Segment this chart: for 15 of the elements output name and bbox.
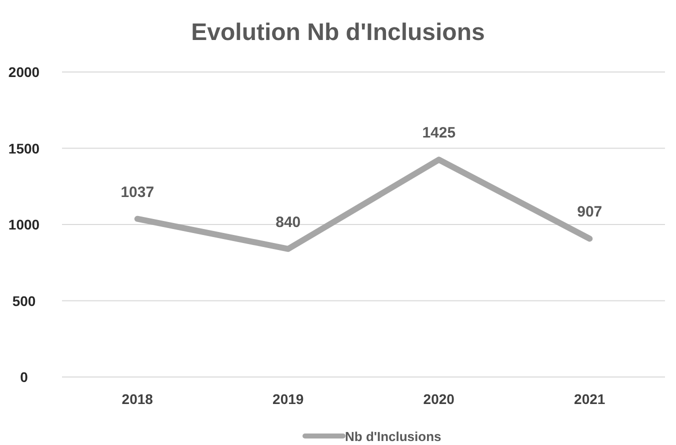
chart-title: Evolution Nb d'Inclusions [191, 19, 485, 46]
data-label: 840 [276, 214, 301, 231]
x-tick-label: 2021 [574, 391, 606, 407]
x-tick-label: 2018 [122, 391, 154, 407]
x-tick-label: 2020 [423, 391, 455, 407]
y-tick-label: 0 [20, 369, 28, 385]
x-tick-label: 2019 [272, 391, 304, 407]
y-tick-label: 2000 [8, 64, 40, 80]
y-tick-label: 1500 [8, 140, 40, 156]
data-label: 1425 [422, 124, 456, 142]
legend-label: Nb d'Inclusions [345, 429, 442, 444]
y-tick-label: 1000 [8, 216, 40, 232]
y-tick-label: 500 [12, 292, 36, 309]
data-label: 1037 [120, 184, 154, 201]
data-label: 907 [577, 204, 602, 221]
